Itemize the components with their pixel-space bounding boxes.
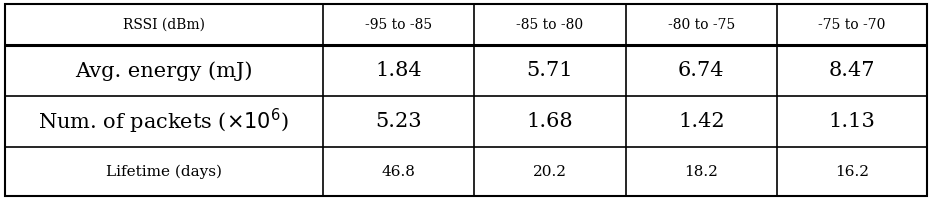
Text: 5.71: 5.71	[527, 61, 573, 80]
Text: -95 to -85: -95 to -85	[365, 18, 432, 32]
Text: 20.2: 20.2	[533, 165, 567, 179]
Text: Num. of packets ($\times10^{6}$): Num. of packets ($\times10^{6}$)	[38, 107, 289, 136]
Text: 46.8: 46.8	[382, 165, 416, 179]
Text: -75 to -70: -75 to -70	[818, 18, 885, 32]
Text: 6.74: 6.74	[678, 61, 724, 80]
Text: 5.23: 5.23	[376, 112, 422, 131]
Text: 1.42: 1.42	[678, 112, 724, 131]
Text: 8.47: 8.47	[829, 61, 875, 80]
Text: -80 to -75: -80 to -75	[667, 18, 735, 32]
Text: RSSI (dBm): RSSI (dBm)	[123, 18, 205, 32]
Text: 1.68: 1.68	[527, 112, 573, 131]
Text: 16.2: 16.2	[835, 165, 870, 179]
Text: Avg. energy (mJ): Avg. energy (mJ)	[75, 61, 253, 81]
Text: 1.13: 1.13	[829, 112, 875, 131]
Text: 18.2: 18.2	[684, 165, 719, 179]
Text: -85 to -80: -85 to -80	[516, 18, 583, 32]
Text: 1.84: 1.84	[376, 61, 422, 80]
Text: Lifetime (days): Lifetime (days)	[106, 164, 222, 179]
